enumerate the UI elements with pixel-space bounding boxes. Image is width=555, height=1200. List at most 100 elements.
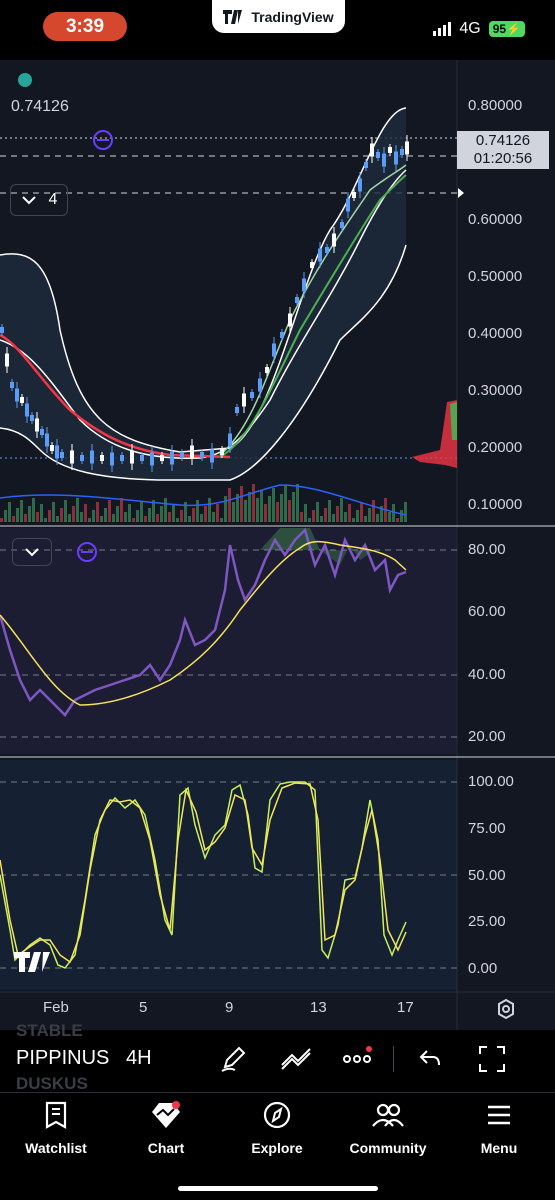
last-price-tag: 0.74126 01:20:56: [457, 131, 549, 169]
volume-bar: [0, 518, 3, 522]
tab-chart[interactable]: Chart: [116, 1100, 216, 1156]
volume-bar: [308, 518, 311, 522]
volume-bar: [352, 518, 355, 522]
volume-bar: [160, 506, 163, 522]
volume-bar: [332, 514, 335, 522]
people-icon: [372, 1103, 404, 1127]
volume-bar: [164, 498, 167, 522]
tab-explore[interactable]: Explore: [227, 1100, 327, 1156]
candle-body: [80, 455, 84, 461]
ghost-symbol-top: STABLE: [16, 1021, 83, 1040]
ma-green-line: [219, 174, 407, 458]
candle-body: [10, 382, 14, 388]
stoch-tick-label: 75.00: [468, 820, 506, 837]
candle-body: [280, 332, 284, 338]
network-label: 4G: [459, 20, 481, 37]
candle-body: [25, 403, 29, 417]
chart-settings-icon[interactable]: [493, 996, 519, 1022]
candle-body: [100, 455, 104, 461]
volume-bar: [276, 502, 279, 522]
tab-menu[interactable]: Menu: [449, 1100, 549, 1156]
stoch-tick-label: 25.00: [468, 913, 506, 930]
symbol-button[interactable]: PIPPINUS: [16, 1047, 110, 1069]
candle-body: [318, 248, 322, 262]
tab-community[interactable]: Community: [338, 1100, 438, 1156]
chart-area[interactable]: 0.74126 4: [0, 60, 555, 1030]
candle-body: [110, 452, 114, 466]
volume-bar: [400, 510, 403, 522]
volume-bar: [44, 518, 47, 522]
volume-bar: [280, 494, 283, 522]
tab-watchlist[interactable]: Watchlist: [6, 1100, 106, 1156]
fullscreen-icon[interactable]: [478, 1045, 506, 1078]
cursor-target-icon[interactable]: [93, 130, 113, 150]
more-dots-icon[interactable]: [342, 1045, 374, 1076]
indicator-count: 4: [48, 191, 58, 208]
market-status-icon[interactable]: [18, 73, 32, 87]
rsi-collapse-button[interactable]: [12, 538, 52, 566]
volume-bar: [24, 514, 27, 522]
volume-bar: [312, 510, 315, 522]
chart-canvas[interactable]: [0, 60, 555, 1030]
candle-body: [265, 367, 269, 373]
candle-body: [5, 353, 9, 367]
candle-body: [250, 392, 254, 398]
volume-bar: [204, 506, 207, 522]
compass-icon: [263, 1101, 291, 1129]
volume-bar: [392, 504, 395, 522]
candle-body: [90, 450, 94, 464]
volume-bar: [36, 512, 39, 522]
volume-bar: [288, 500, 291, 522]
volume-bar: [380, 506, 383, 522]
undo-icon[interactable]: [417, 1047, 443, 1076]
chevron-down-icon: [21, 196, 36, 205]
volume-bar: [336, 506, 339, 522]
price-tick-label: 0.40000: [468, 325, 523, 342]
candle-body: [50, 445, 54, 451]
stoch-tick-label: 100.00: [468, 773, 514, 790]
price-tick-label: 0.50000: [468, 268, 523, 285]
candle-body: [394, 151, 398, 165]
volume-bar: [196, 500, 199, 522]
volume-bar: [252, 484, 255, 522]
volume-bar: [80, 512, 83, 522]
volume-bar: [28, 506, 31, 522]
candle-body: [364, 162, 368, 168]
volume-bar: [168, 512, 171, 522]
ma-lightgreen-line: [219, 164, 407, 456]
volume-bar: [116, 506, 119, 522]
candle-body: [352, 192, 356, 198]
tab-label: Menu: [480, 1140, 518, 1156]
volume-bar: [172, 504, 175, 522]
price-tick-label: 0.60000: [468, 211, 523, 228]
volume-bar: [76, 498, 79, 522]
volume-bar: [224, 496, 227, 522]
price-tick-label: 0.10000: [468, 496, 523, 513]
volume-bar: [12, 516, 15, 522]
tradingview-pill[interactable]: TradingView: [212, 0, 345, 33]
volume-bar: [20, 500, 23, 522]
interval-button[interactable]: 4H: [126, 1047, 152, 1069]
candle-body: [15, 388, 19, 402]
hamburger-icon: [488, 1105, 510, 1125]
volume-bar: [64, 500, 67, 522]
rsi-signal-line: [0, 540, 407, 706]
volume-bar: [60, 508, 63, 522]
candle-body: [190, 445, 194, 459]
candle-body: [272, 343, 276, 357]
volume-bar: [92, 510, 95, 522]
status-time: 3:39: [43, 12, 127, 41]
rsi-tick-label: 80.00: [468, 541, 506, 558]
volume-bar: [296, 484, 299, 522]
indicators-toggle[interactable]: 4: [10, 184, 68, 216]
pen-icon[interactable]: [219, 1043, 249, 1078]
ma-red-line: [0, 333, 231, 459]
volume-bar: [40, 504, 43, 522]
candle-body: [160, 455, 164, 461]
rsi-cursor-icon[interactable]: [77, 542, 97, 562]
volume-group: [0, 484, 407, 522]
volume-bar: [304, 504, 307, 522]
candles-group: [0, 135, 409, 472]
price-tick-label: 0.20000: [468, 439, 523, 456]
line-tool-icon[interactable]: [280, 1045, 312, 1076]
